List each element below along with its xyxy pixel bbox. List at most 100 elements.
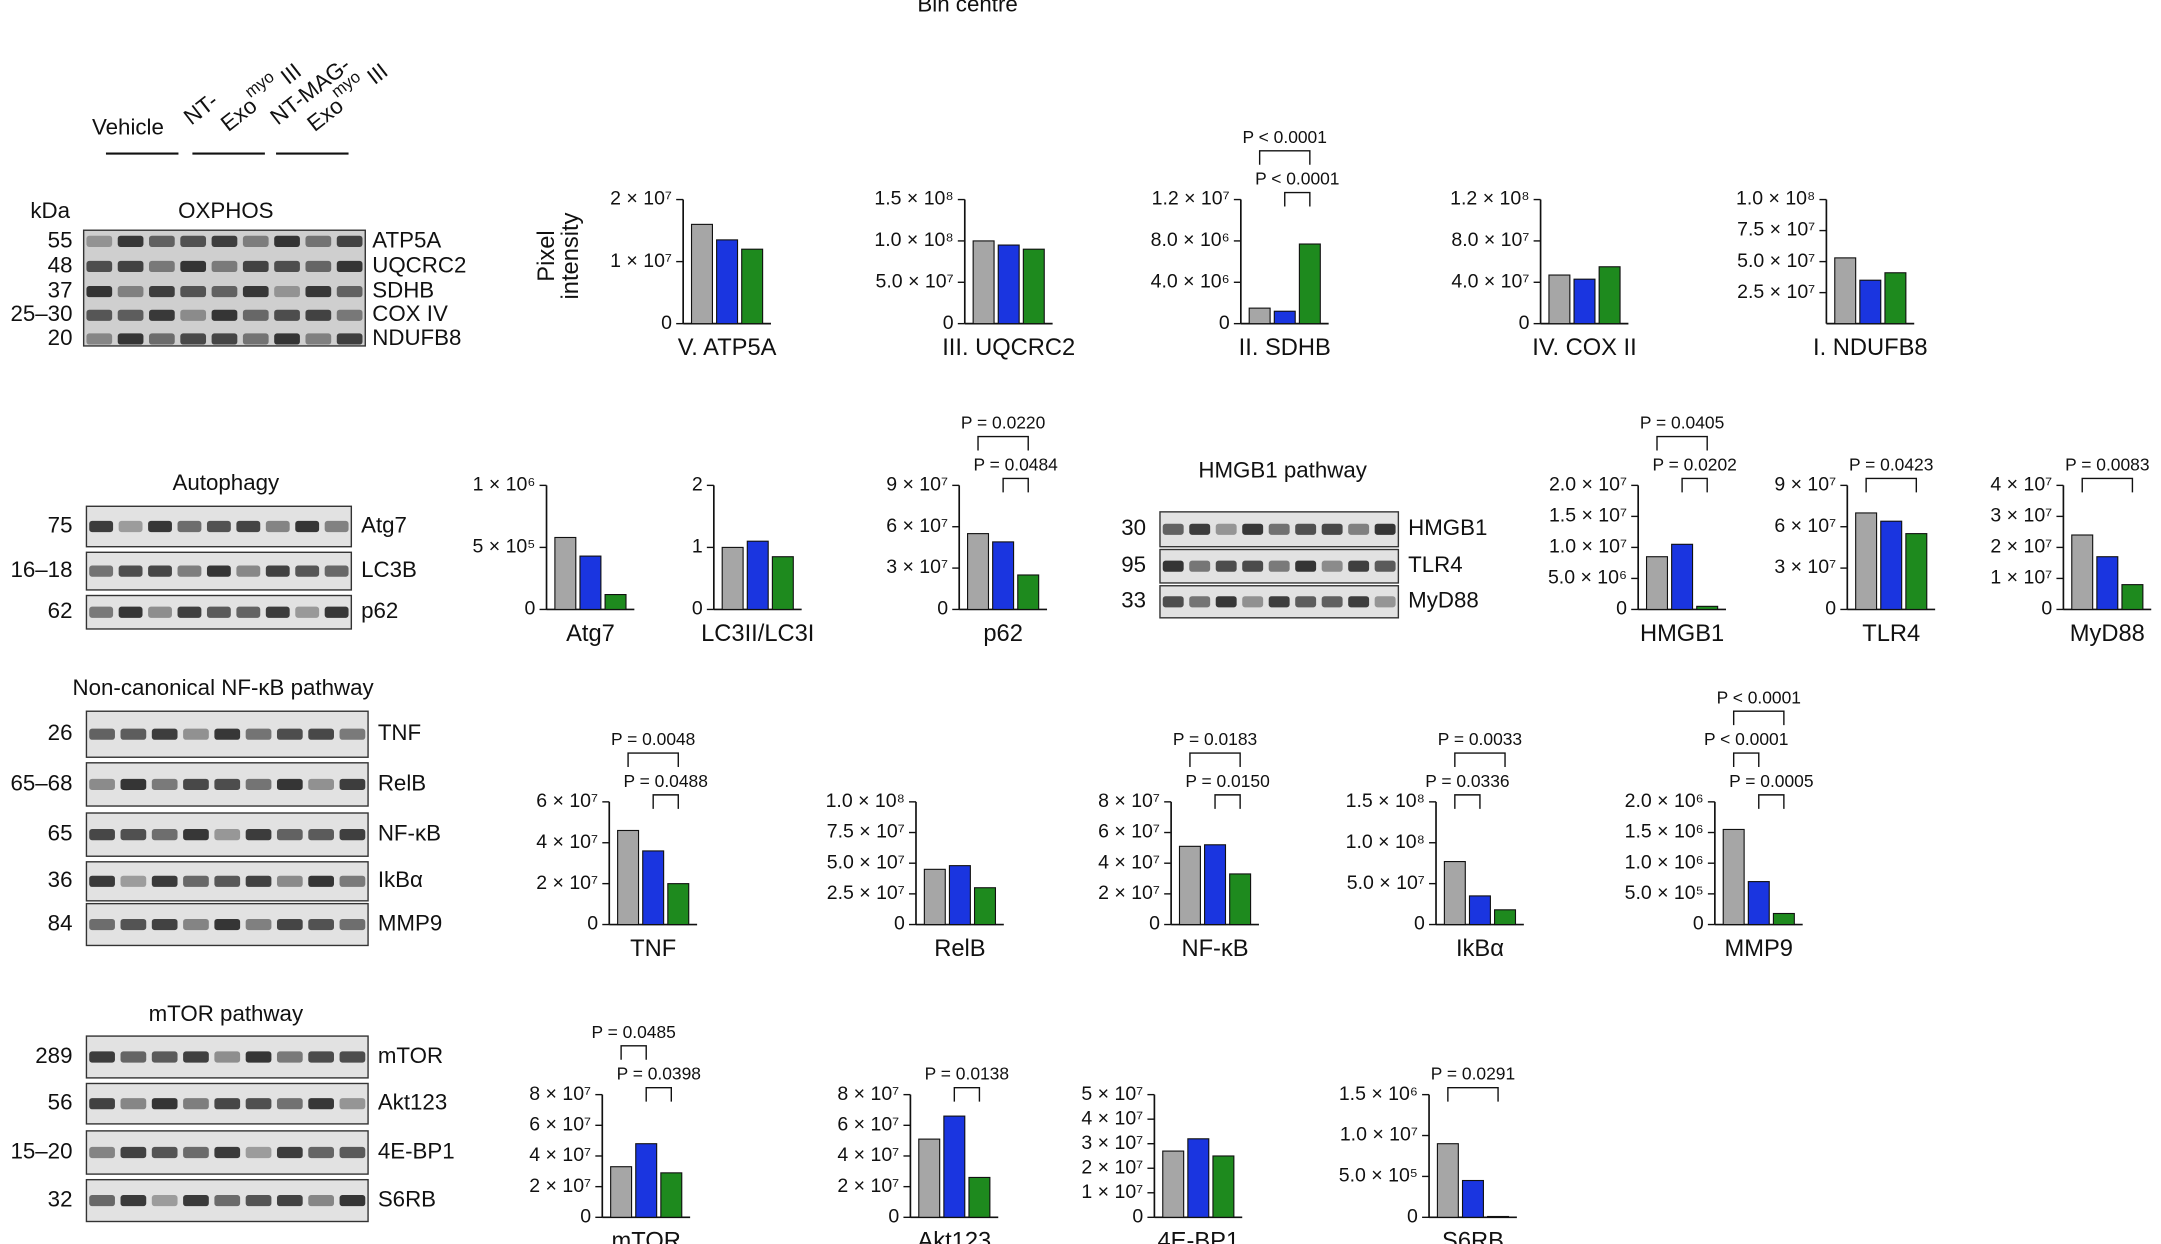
significance-bracket: [1284, 191, 1311, 207]
blot-band: [86, 333, 113, 345]
y-axis-label: Pixel: [534, 230, 560, 281]
blot-band: [1215, 523, 1237, 535]
y-tick-label: 4 × 10⁷: [1990, 474, 2052, 496]
p-value: P < 0.0001: [1717, 687, 1801, 707]
blot-kda: 55: [48, 227, 73, 252]
significance-bracket: [652, 794, 679, 809]
blot-kda: 65–68: [10, 770, 72, 795]
blot-kda: 84: [48, 910, 73, 935]
blot-label: 4E-BP1: [378, 1138, 455, 1163]
blot-band: [89, 565, 114, 577]
blot-band: [117, 333, 144, 345]
p-value: P = 0.0138: [925, 1064, 1009, 1084]
y-tick-label: 4 × 10⁷: [529, 1144, 591, 1166]
significance-bracket: [1447, 1086, 1499, 1102]
blot-band: [177, 565, 202, 577]
y-tick-label: 2 × 10⁷: [536, 872, 598, 894]
bar: [617, 829, 640, 926]
blot-band: [148, 565, 172, 577]
blot-kda: 95: [1121, 552, 1146, 577]
blot-band: [211, 285, 238, 298]
blot-band: [151, 1098, 178, 1110]
p-value: P = 0.0484: [973, 454, 1058, 474]
y-tick-label: 1.0 × 10⁸: [1736, 188, 1815, 210]
blot-band: [183, 918, 209, 931]
blot-band: [274, 235, 300, 247]
blot-band: [295, 606, 320, 618]
blot-band: [149, 260, 175, 273]
blot-band: [308, 1146, 334, 1159]
blot-band: [245, 918, 272, 931]
bar: [1229, 873, 1252, 926]
bar: [948, 865, 971, 926]
blot-band: [308, 918, 334, 931]
y-tick-label: 1.0 × 10⁶: [1625, 851, 1704, 873]
blot-band: [1162, 596, 1184, 608]
blot-band: [274, 333, 300, 345]
p-value: P < 0.0001: [1255, 169, 1339, 189]
bar: [610, 1166, 633, 1218]
blot-band: [118, 565, 143, 577]
blot-label: SDHB: [372, 277, 434, 302]
blot-band: [276, 1051, 303, 1063]
blot-band: [1162, 523, 1184, 535]
chart-title: 4E-BP1: [1157, 1229, 1239, 1244]
y-tick-label: 6 × 10⁷: [1098, 821, 1160, 843]
y-tick-label: 2 × 10⁷: [1098, 882, 1160, 904]
bar: [1468, 895, 1491, 926]
blot-kda: 30: [1121, 515, 1146, 540]
bar: [690, 223, 713, 325]
bar: [1859, 279, 1882, 325]
blot-band: [177, 520, 202, 533]
blot-band: [1189, 596, 1211, 608]
blot-band: [274, 260, 300, 273]
bar: [604, 594, 627, 611]
p-value: P = 0.0005: [1729, 771, 1813, 791]
blot-kda: 32: [48, 1186, 73, 1211]
kda-label: kDa: [30, 198, 70, 223]
blot-band: [308, 728, 334, 740]
y-tick-label: 0: [894, 913, 905, 935]
blot-band: [1295, 523, 1317, 535]
bar: [2071, 534, 2094, 611]
blot-band: [214, 918, 241, 931]
blot-band: [89, 520, 114, 533]
y-tick-label: 7.5 × 10⁷: [1737, 219, 1815, 241]
significance-bracket: [1681, 477, 1708, 493]
blot-band: [265, 606, 290, 618]
y-tick-label: 4 × 10⁷: [1081, 1107, 1143, 1129]
y-tick-label: 1.5 × 10⁸: [1346, 790, 1425, 812]
blot-label: Atg7: [361, 512, 407, 537]
significance-bracket: [953, 1086, 981, 1102]
chart-title: Atg7: [566, 621, 615, 647]
blot-band: [308, 875, 334, 887]
blot-label: COX IV: [372, 301, 448, 326]
y-tick-label: 5.0 × 10⁷: [876, 270, 954, 292]
blot-kda: 36: [48, 867, 73, 892]
chart-title: III. UQCRC2: [942, 335, 1075, 361]
y-tick-label: 6 × 10⁷: [529, 1113, 591, 1135]
blot-band: [245, 829, 272, 841]
blot-kda: 26: [48, 720, 73, 745]
bar: [1178, 845, 1201, 926]
blot-band: [214, 1195, 241, 1207]
blot-band: [1348, 560, 1370, 572]
y-tick-label: 5.0 × 10⁷: [1347, 872, 1425, 894]
y-tick-label: 1.0 × 10⁸: [1346, 831, 1425, 853]
blot-band: [180, 235, 207, 247]
y-tick-label: 1.2 × 10⁸: [1450, 188, 1529, 210]
y-tick-label: 1 × 10⁷: [610, 250, 672, 272]
y-tick-label: 5.0 × 10⁶: [1548, 567, 1627, 589]
blot-band: [336, 260, 363, 273]
y-tick-label: 5.0 × 10⁷: [827, 851, 905, 873]
blot-label: NF-κB: [378, 821, 441, 846]
blot-band: [89, 1146, 115, 1159]
bar: [771, 556, 794, 611]
blot-band: [265, 565, 290, 577]
blot-band: [89, 606, 114, 618]
y-tick-label: 6 × 10⁷: [837, 1113, 899, 1135]
blot-band: [336, 235, 363, 247]
blot-label: UQCRC2: [372, 252, 466, 277]
chart-title: TNF: [630, 936, 676, 962]
